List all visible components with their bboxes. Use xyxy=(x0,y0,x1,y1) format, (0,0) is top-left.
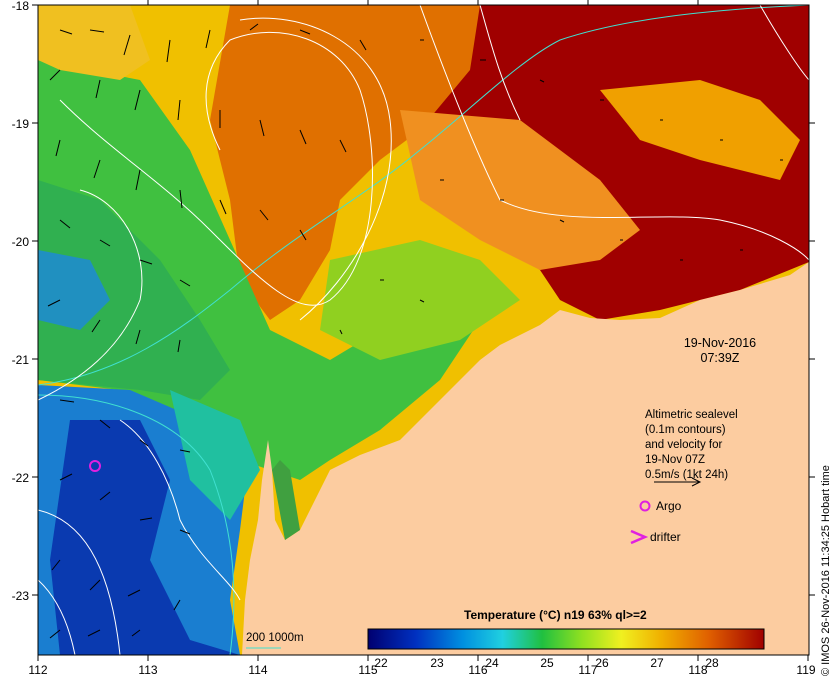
argo-legend-icon xyxy=(639,500,651,512)
y-tick-label: -18 xyxy=(12,0,30,13)
colorbar-tick: 25 xyxy=(540,656,554,670)
y-tick-label: -19 xyxy=(12,117,30,131)
colorbar-title: Temperature (°C) n19 63% ql>=2 xyxy=(464,608,647,622)
x-tick-label: 112 xyxy=(28,663,47,677)
date-stamp: 19-Nov-2016 07:39Z xyxy=(668,336,772,366)
x-tick-label: 113 xyxy=(138,663,157,677)
isobath-legend-label: 200 1000m xyxy=(246,632,304,644)
velocity-vectors xyxy=(47,23,783,639)
legend-line: 19-Nov 07Z xyxy=(645,454,706,466)
colorbar-tick: 27 xyxy=(650,656,664,670)
colorbar-tick: 24 xyxy=(485,656,499,670)
land-mass xyxy=(242,262,809,655)
temperature-colorbar xyxy=(367,628,765,650)
isobath-200m xyxy=(38,5,809,386)
legend-line: and velocity for xyxy=(645,439,723,451)
green-water-region-2 xyxy=(38,180,230,400)
peninsula-vegetation xyxy=(272,460,300,540)
cold-water-region xyxy=(50,420,240,655)
yellow-patch xyxy=(38,5,150,80)
map-plot-area xyxy=(38,5,809,655)
isobath-1000m xyxy=(38,394,235,655)
colorbar-tick: 22 xyxy=(374,656,388,670)
legend-line: (0.1m contours) xyxy=(645,424,726,436)
date-time: 07:39Z xyxy=(700,351,740,365)
altimetry-legend: Altimetric sealevel (0.1m contours) and … xyxy=(645,408,738,483)
argo-legend-label: Argo xyxy=(656,499,682,513)
x-tick-label: 119 xyxy=(796,663,815,677)
orange-water-region-2 xyxy=(400,110,640,270)
x-tick-label: 115 xyxy=(358,663,377,677)
x-tick-marks xyxy=(37,0,809,661)
x-tick-label: 114 xyxy=(248,663,267,677)
argo-float-marker xyxy=(89,460,101,472)
y-tick-label: -22 xyxy=(12,471,30,485)
teal-patch xyxy=(170,390,260,520)
imos-credit: © IMOS 26-Nov-2016 11:34:25 Hobart time xyxy=(820,465,832,676)
y-tick-label: -23 xyxy=(12,589,30,603)
colorbar-tick: 28 xyxy=(705,656,719,670)
date-day: 19-Nov-2016 xyxy=(683,336,757,350)
x-tick-label: 116 xyxy=(468,663,487,677)
plot-frame xyxy=(37,4,810,656)
orange-water-region xyxy=(210,5,480,320)
legend-line: 0.5m/s (1kt 24h) xyxy=(645,469,729,481)
velocity-scale-arrowhead xyxy=(691,477,702,487)
drifter-legend-icon xyxy=(630,529,649,545)
y-tick-label: -20 xyxy=(12,235,30,249)
legend-line: Altimetric sealevel xyxy=(645,409,738,421)
drifter-legend-label: drifter xyxy=(650,530,681,544)
x-tick-label: 117 xyxy=(578,663,597,677)
colorbar-tick: 26 xyxy=(595,656,609,670)
cyan-patch xyxy=(38,250,110,330)
x-tick-label: 118 xyxy=(688,663,707,677)
y-tick-marks xyxy=(32,4,815,596)
colorbar-tick: 23 xyxy=(430,656,444,670)
orange-patch xyxy=(600,80,800,180)
y-tick-label: -21 xyxy=(12,353,30,367)
